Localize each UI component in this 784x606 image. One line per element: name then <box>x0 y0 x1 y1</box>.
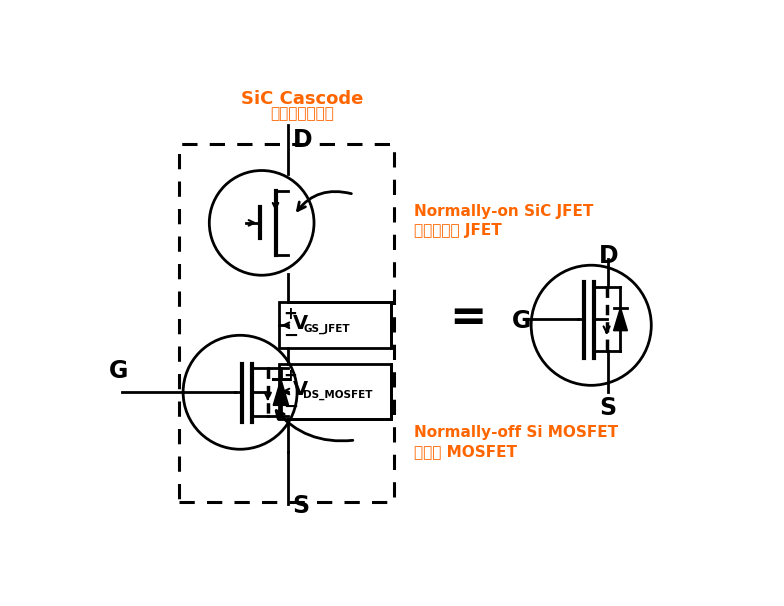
Text: Normally-on SiC JFET: Normally-on SiC JFET <box>414 204 593 219</box>
Text: G: G <box>109 359 129 384</box>
Text: 常关硬 MOSFET: 常关硬 MOSFET <box>414 445 517 459</box>
Text: =: = <box>449 296 487 339</box>
Text: V: V <box>292 381 307 399</box>
Polygon shape <box>273 379 289 405</box>
Text: D: D <box>292 128 312 152</box>
Text: 碳化硬共源共栅: 碳化硬共源共栅 <box>270 107 334 122</box>
Bar <box>278 364 391 419</box>
Text: D: D <box>599 244 619 268</box>
Text: −: − <box>283 327 299 345</box>
Polygon shape <box>614 308 627 331</box>
Text: DS_MOSFET: DS_MOSFET <box>303 390 372 401</box>
Text: SiC Cascode: SiC Cascode <box>241 90 363 108</box>
Text: +: + <box>283 305 297 323</box>
Text: G: G <box>512 310 532 333</box>
Text: V: V <box>292 315 307 333</box>
Text: Normally-off Si MOSFET: Normally-off Si MOSFET <box>414 425 619 441</box>
Bar <box>278 302 391 348</box>
Text: −: − <box>283 398 299 416</box>
Text: S: S <box>292 494 310 518</box>
Text: GS_JFET: GS_JFET <box>303 324 350 335</box>
Text: 常开碳化硬 JFET: 常开碳化硬 JFET <box>414 223 502 238</box>
Text: +: + <box>283 367 297 385</box>
Text: S: S <box>599 396 616 420</box>
